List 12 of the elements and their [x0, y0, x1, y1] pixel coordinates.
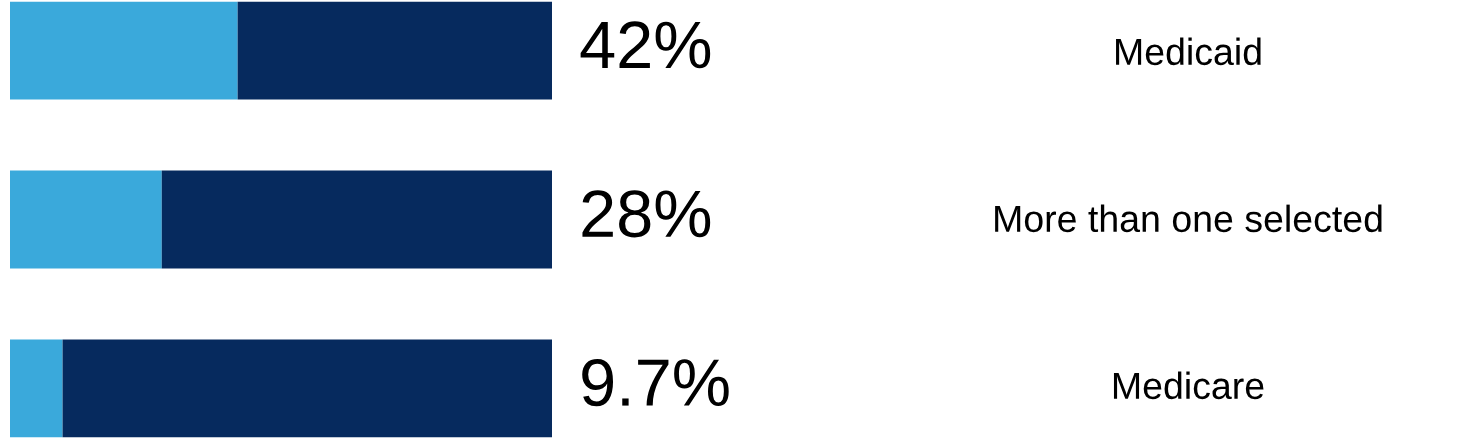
- bar: [10, 170, 162, 269]
- y-tick-label: Medicare: [1113, 371, 1264, 400]
- bar: [161, 170, 552, 269]
- data-label: 28%: [582, 190, 711, 238]
- data-label: 42%: [580, 21, 711, 69]
- bar: [10, 339, 63, 438]
- bar: [62, 339, 552, 438]
- y-tick-label: More than one selected: [995, 204, 1382, 233]
- bar: [10, 1, 238, 100]
- bar: [237, 1, 552, 100]
- data-label: 9.7%: [582, 359, 729, 407]
- y-tick-label: Medicaid: [1116, 37, 1261, 66]
